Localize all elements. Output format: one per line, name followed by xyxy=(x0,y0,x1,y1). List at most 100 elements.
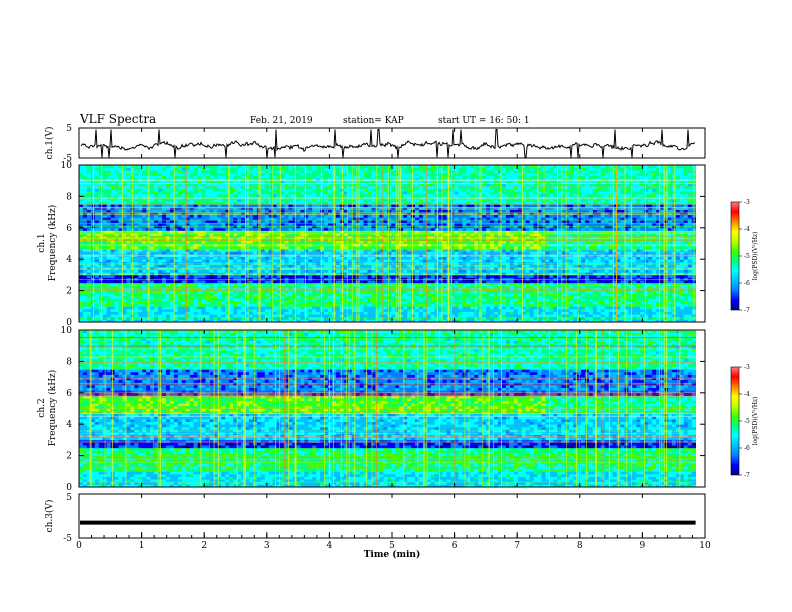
spectrogram-cell xyxy=(169,295,175,299)
spectrogram-cell xyxy=(395,308,400,312)
spectrogram-cell xyxy=(683,298,689,302)
spectrogram-cell xyxy=(181,311,187,315)
spectrogram-cell xyxy=(667,256,673,260)
spectrogram-cell xyxy=(494,274,499,278)
spectrogram-cell xyxy=(454,285,459,289)
spectrogram-cell xyxy=(450,295,455,299)
spectrogram-cell xyxy=(324,248,329,252)
spectrogram-cell xyxy=(683,319,689,323)
spectrogram-cell xyxy=(276,264,281,268)
spectrogram-cell xyxy=(529,308,534,312)
spectrogram-cell xyxy=(426,285,432,289)
spectrogram-cell xyxy=(584,287,590,291)
spectrogram-cell xyxy=(667,319,673,323)
spectrogram-cell xyxy=(367,287,372,291)
spectrogram-cell xyxy=(193,306,198,310)
spectrogram-cell xyxy=(375,293,380,297)
spectrogram-cell xyxy=(628,259,633,263)
spectrogram-cell xyxy=(328,248,333,252)
spectrogram-cell xyxy=(193,293,198,297)
spectrogram-cell xyxy=(162,306,167,310)
spectrogram-cell xyxy=(620,274,625,278)
spectrogram-cell xyxy=(565,311,570,315)
spectrogram-cell xyxy=(229,290,234,294)
spectrogram-cell xyxy=(213,293,218,297)
spectrogram-cell xyxy=(241,269,246,273)
spectrogram-cell xyxy=(584,272,590,276)
spectrogram-cell xyxy=(162,319,167,323)
spectrogram-cell xyxy=(264,311,270,315)
spectrogram-cell xyxy=(652,246,657,250)
spectrogram-cell xyxy=(150,272,155,276)
spectrogram-cell xyxy=(213,277,218,281)
spectrogram-cell xyxy=(486,301,491,305)
spectrogram-cell xyxy=(648,308,653,312)
spectrogram-cell xyxy=(399,301,404,305)
spectrogram-cell xyxy=(565,256,570,260)
spectrogram-cell xyxy=(391,248,396,252)
spectrogram-cell xyxy=(181,314,187,318)
spectrogram-cell xyxy=(193,272,198,276)
spectrogram-cell xyxy=(667,301,673,305)
spectrogram-cell xyxy=(588,272,594,276)
spectrogram-cell xyxy=(248,290,254,294)
spectrogram-cell xyxy=(205,282,210,286)
spectrogram-cell xyxy=(312,298,317,302)
spectrogram-cell xyxy=(549,240,554,244)
spectrogram-cell xyxy=(284,285,289,289)
spectrogram-cell xyxy=(126,285,131,289)
spectrogram-cell xyxy=(521,298,527,302)
spectrogram-cell xyxy=(565,240,570,244)
spectrogram-cell xyxy=(573,264,578,268)
spectrogram-cell xyxy=(450,306,455,310)
spectrogram-cell xyxy=(687,248,693,252)
spectrogram-cell xyxy=(114,280,119,284)
spectrogram-cell xyxy=(596,293,602,297)
spectrogram-cell xyxy=(640,267,645,271)
spectrogram-cell xyxy=(679,311,685,315)
spectrogram-cell xyxy=(138,251,143,255)
spectrogram-cell xyxy=(185,293,191,297)
spectrogram-cell xyxy=(233,277,238,281)
spectrogram-cell xyxy=(114,314,119,318)
spectrogram-cell xyxy=(114,311,119,315)
spectrogram-cell xyxy=(304,246,309,250)
spectrogram-cell xyxy=(252,248,258,252)
spectrogram-cell xyxy=(308,259,313,263)
spectrogram-cell xyxy=(644,295,649,299)
spectrogram-cell xyxy=(442,264,447,268)
spectrogram-cell xyxy=(379,251,384,255)
spectrogram-cell xyxy=(363,303,368,307)
spectrogram-cell xyxy=(513,306,519,310)
spectrogram-cell xyxy=(276,314,281,318)
spectrogram-cell xyxy=(667,293,673,297)
spectrogram-cell xyxy=(474,256,479,260)
spectrogram-cell xyxy=(324,256,329,260)
spectrogram-cell xyxy=(644,253,649,257)
spectrogram-cell xyxy=(612,253,617,257)
spectrogram-cell xyxy=(150,298,155,302)
spectrogram-cell xyxy=(106,287,112,291)
spectrogram-cell xyxy=(663,264,669,268)
spectrogram-cell xyxy=(426,308,432,312)
spectrogram-cell xyxy=(403,295,408,299)
spectrogram-cell xyxy=(383,308,388,312)
spectrogram-cell xyxy=(205,306,210,310)
spectrogram-cell xyxy=(462,295,467,299)
spectrogram-cell xyxy=(513,256,519,260)
spectrogram-cell xyxy=(264,280,270,284)
spectrogram-cell xyxy=(383,269,388,273)
spectrogram-cell xyxy=(612,280,617,284)
spectrogram-cell xyxy=(126,293,131,297)
spectrogram-cell xyxy=(272,272,278,276)
spectrogram-cell xyxy=(82,246,88,250)
spectrogram-cell xyxy=(628,290,633,294)
spectrogram-cell xyxy=(474,301,479,305)
spectrogram-cell xyxy=(450,290,455,294)
spectrogram-cell xyxy=(454,248,459,252)
spectrogram-cell xyxy=(509,314,515,318)
spectrogram-cell xyxy=(367,290,372,294)
spectrogram-cell xyxy=(292,272,297,276)
spectrogram-cell xyxy=(229,248,234,252)
spectrogram-cell xyxy=(209,295,214,299)
